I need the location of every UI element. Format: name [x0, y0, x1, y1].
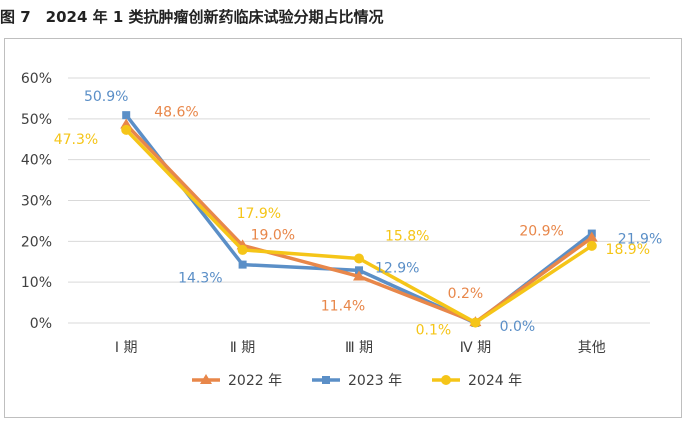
- data-point: [238, 260, 247, 269]
- legend-marker: [441, 375, 451, 385]
- data-label: 17.9%: [237, 206, 281, 222]
- x-tick-label: Ⅳ 期: [460, 340, 491, 356]
- y-tick-label: 40%: [21, 153, 52, 169]
- data-label: 48.6%: [154, 105, 198, 121]
- data-label: 47.3%: [54, 132, 98, 148]
- data-point: [354, 253, 364, 264]
- chart-frame: [4, 38, 682, 418]
- data-point: [355, 266, 363, 275]
- data-point: [121, 124, 132, 135]
- legend-marker: [322, 376, 330, 384]
- y-tick-label: 0%: [30, 316, 52, 332]
- data-point: [122, 111, 131, 120]
- data-point: [353, 270, 365, 281]
- x-tick-label: Ⅱ 期: [230, 340, 255, 356]
- x-tick-label: Ⅲ 期: [345, 340, 373, 356]
- y-tick-label: 10%: [21, 275, 52, 291]
- x-tick-label: Ⅰ 期: [115, 340, 138, 356]
- data-label: 20.9%: [519, 224, 563, 240]
- data-label: 14.3%: [178, 271, 222, 287]
- figure-title: 图 7 2024 年 1 类抗肿瘤创新药临床试验分期占比情况: [0, 8, 384, 26]
- data-label: 0.2%: [448, 286, 484, 302]
- data-point: [586, 240, 597, 251]
- legend-label: 2022 年: [228, 373, 282, 389]
- legend-marker: [200, 374, 212, 384]
- data-label: 12.9%: [375, 260, 419, 276]
- data-label: 0.1%: [416, 323, 452, 339]
- data-label: 21.9%: [618, 232, 662, 248]
- data-label: 0.0%: [500, 319, 536, 335]
- data-label: 50.9%: [84, 89, 128, 105]
- data-point: [470, 317, 481, 328]
- legend-label: 2023 年: [348, 373, 402, 389]
- y-tick-label: 50%: [21, 112, 52, 128]
- y-tick-label: 30%: [21, 194, 52, 210]
- legend-label: 2024 年: [468, 373, 522, 389]
- x-tick-label: 其他: [578, 340, 606, 356]
- y-tick-label: 60%: [21, 71, 52, 87]
- data-label: 11.4%: [321, 298, 365, 314]
- data-label: 18.9%: [606, 242, 650, 258]
- data-point: [585, 231, 598, 242]
- y-tick-label: 20%: [21, 234, 52, 250]
- data-label: 15.8%: [385, 228, 429, 244]
- data-label: 19.0%: [251, 227, 295, 243]
- data-point: [237, 244, 248, 255]
